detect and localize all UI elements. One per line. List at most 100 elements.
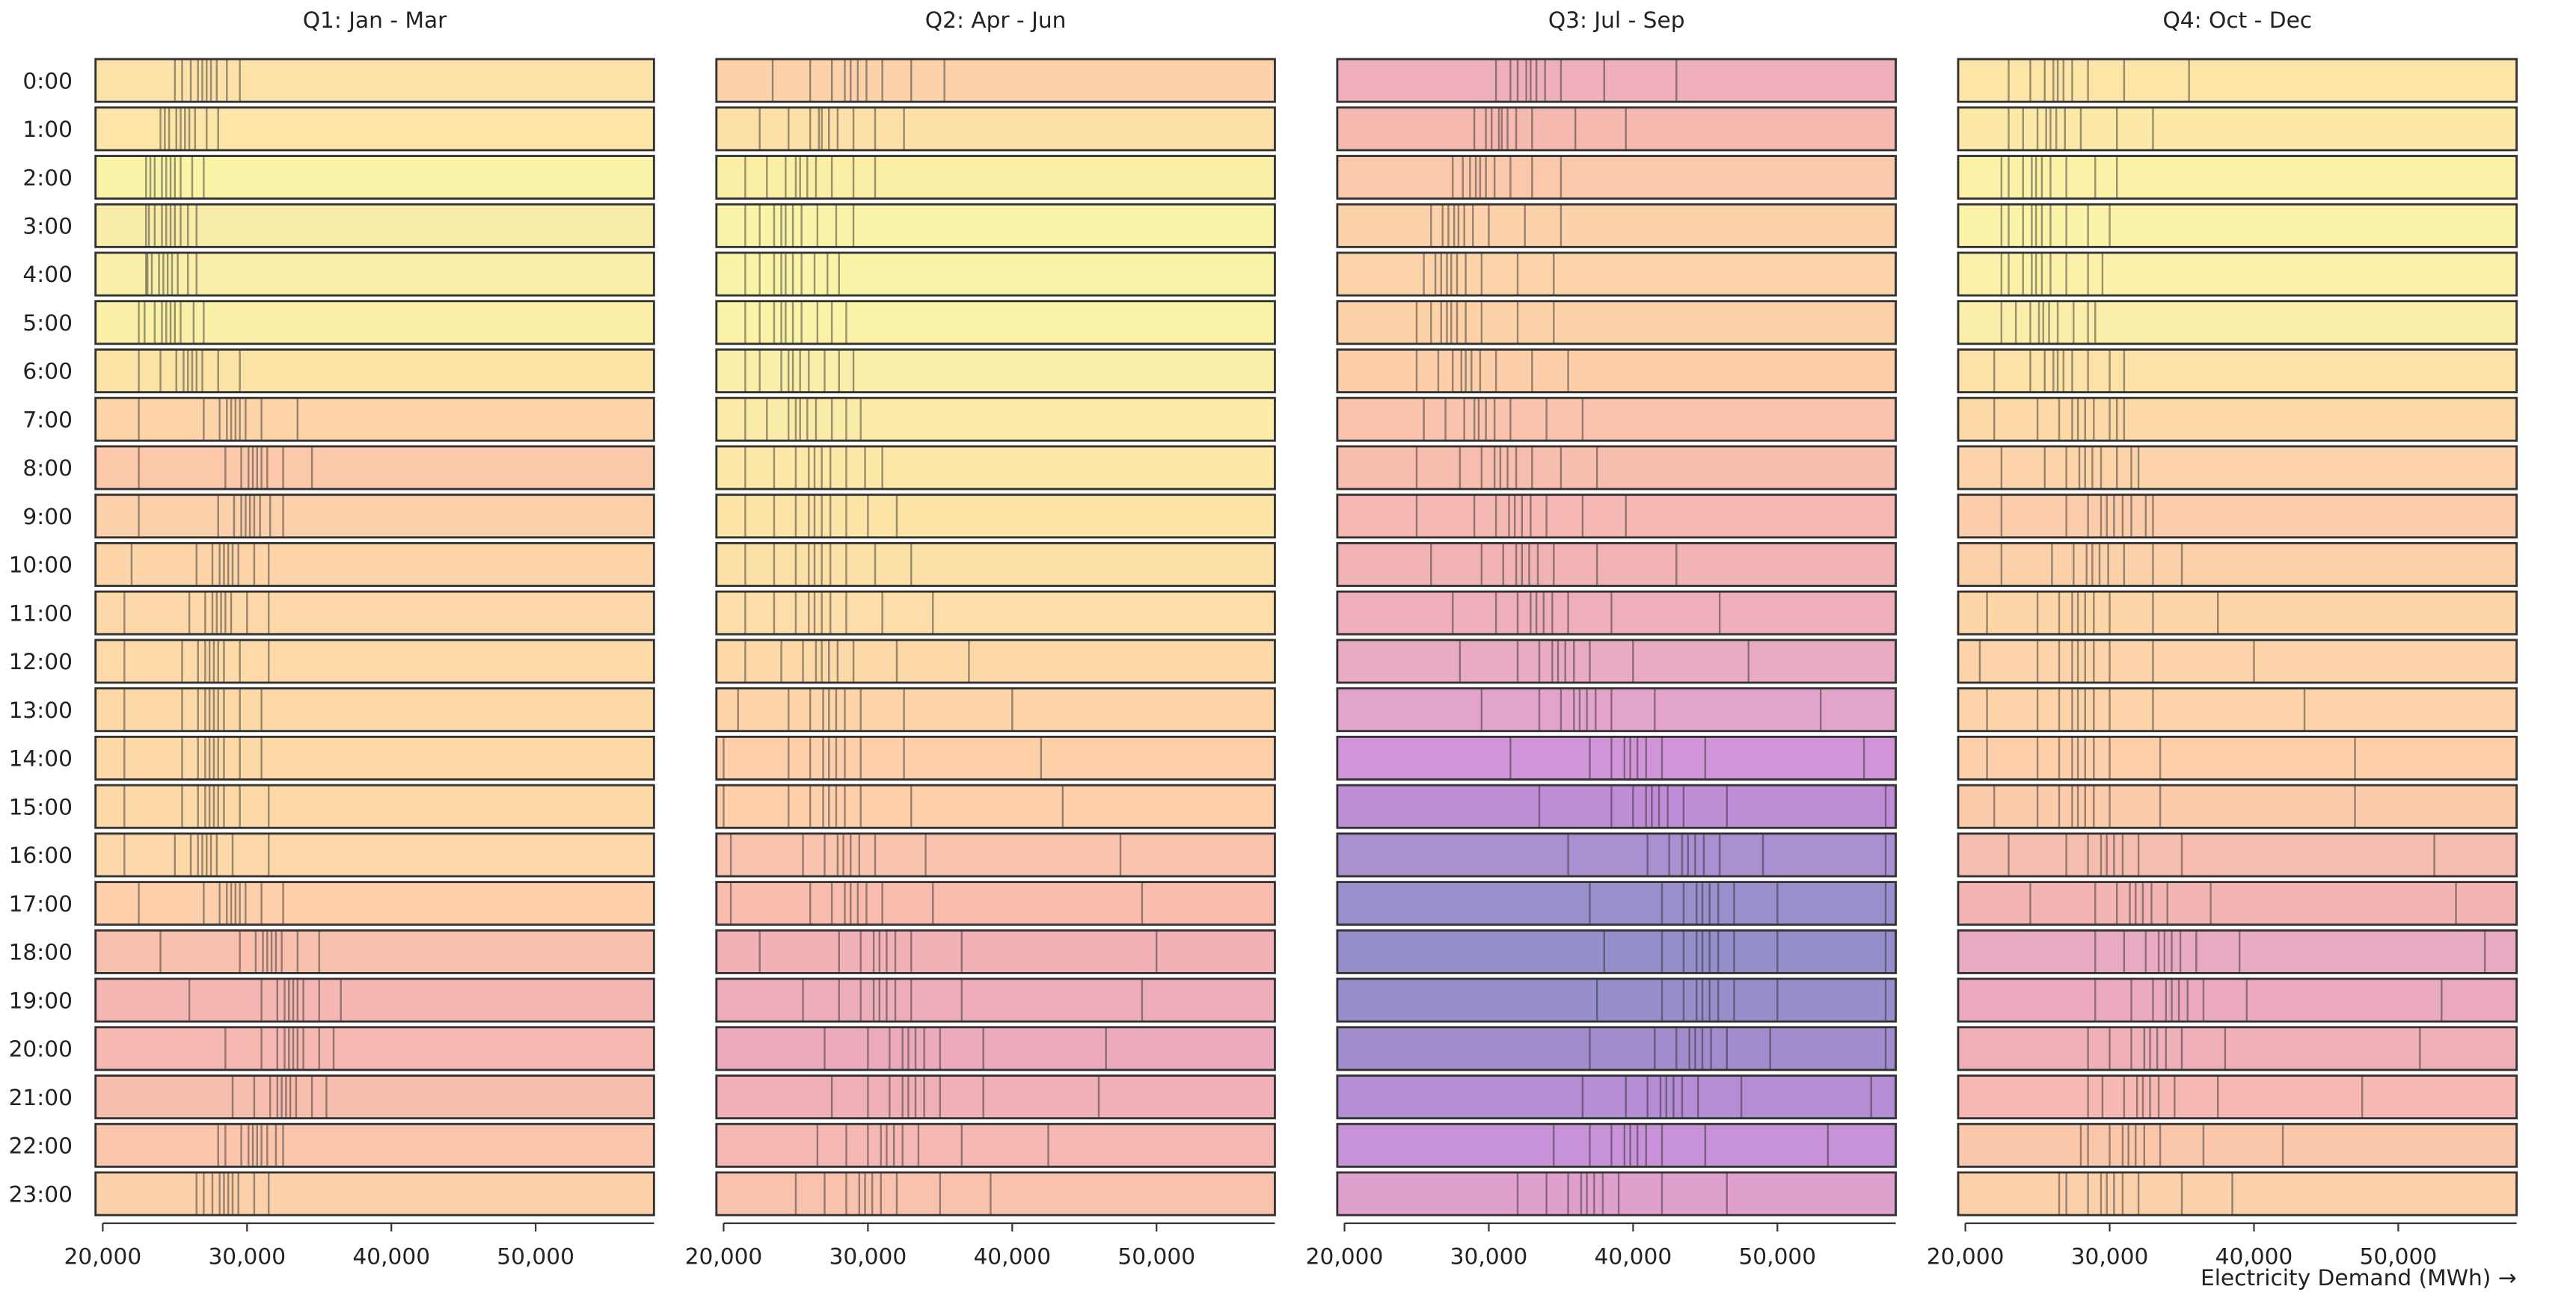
row-background xyxy=(1337,494,1896,538)
x-tick-label: 40,000 xyxy=(352,1243,430,1270)
row-background xyxy=(1957,349,2517,393)
row-border xyxy=(1957,251,2518,297)
row-border xyxy=(1336,251,1897,297)
row-label: 1:00 xyxy=(22,116,73,142)
row-background xyxy=(716,1027,1275,1070)
row-background xyxy=(1337,833,1896,876)
row-border xyxy=(1336,735,1897,781)
row-background xyxy=(1957,107,2517,150)
row-background xyxy=(1337,930,1896,974)
row-label: 22:00 xyxy=(9,1133,73,1159)
row-label: 2:00 xyxy=(22,164,73,191)
row-label: 9:00 xyxy=(22,503,73,529)
row-background xyxy=(1957,1075,2517,1119)
row-border xyxy=(94,639,655,684)
row-background xyxy=(1337,156,1896,199)
row-background xyxy=(95,979,654,1022)
row-background xyxy=(716,107,1275,150)
row-border xyxy=(1336,1171,1897,1217)
row-border xyxy=(1957,832,2518,878)
row-border xyxy=(94,832,655,878)
row-border xyxy=(715,687,1276,733)
row-border xyxy=(1957,639,2518,684)
row-border xyxy=(1336,590,1897,636)
row-border xyxy=(1957,58,2518,103)
row-border xyxy=(94,542,655,587)
panel-title: Q2: Apr - Jun xyxy=(925,7,1067,33)
row-border xyxy=(1336,396,1897,442)
row-background xyxy=(716,543,1275,586)
row-border xyxy=(715,155,1276,200)
panel: Q3: Jul - Sep 20,000 30,000 40,000 50,000 xyxy=(1306,7,1897,1270)
row-background xyxy=(1957,204,2517,247)
row-background xyxy=(716,446,1275,490)
row-border xyxy=(715,58,1276,103)
row-label: 0:00 xyxy=(22,67,73,93)
row-background xyxy=(1337,736,1896,780)
row-background xyxy=(1337,1075,1896,1119)
row-background xyxy=(95,639,654,683)
x-tick-label: 20,000 xyxy=(1927,1243,2005,1270)
row-background xyxy=(95,253,654,296)
row-background xyxy=(1957,1027,2517,1070)
row-label: 7:00 xyxy=(22,406,73,432)
row-background xyxy=(1957,591,2517,635)
row-border xyxy=(94,1026,655,1071)
row-border xyxy=(94,300,655,345)
row-label: 10:00 xyxy=(9,552,73,578)
x-tick-label: 20,000 xyxy=(64,1243,142,1270)
row-border xyxy=(94,348,655,394)
row-background xyxy=(1957,253,2517,296)
row-label: 8:00 xyxy=(22,455,73,481)
row-border xyxy=(715,1122,1276,1168)
row-background xyxy=(1957,639,2517,683)
row-background xyxy=(1337,446,1896,490)
row-background xyxy=(1337,785,1896,828)
row-background xyxy=(95,59,654,102)
x-tick-label: 30,000 xyxy=(2071,1243,2149,1270)
row-label: 13:00 xyxy=(9,697,73,723)
row-label: 14:00 xyxy=(9,745,73,772)
row-border xyxy=(715,881,1276,926)
row-border xyxy=(715,1026,1276,1071)
row-background xyxy=(716,882,1275,925)
row-border xyxy=(1957,1122,2518,1168)
x-tick-label: 20,000 xyxy=(685,1243,763,1270)
row-background xyxy=(1337,882,1896,925)
x-tick-label: 50,000 xyxy=(1738,1243,1816,1270)
row-background xyxy=(95,688,654,731)
row-border xyxy=(1336,155,1897,200)
row-background xyxy=(1337,253,1896,296)
row-label: 17:00 xyxy=(9,891,73,917)
row-border xyxy=(1957,784,2518,829)
row-background xyxy=(716,736,1275,780)
row-border xyxy=(1336,493,1897,539)
row-background xyxy=(1337,688,1896,731)
row-background xyxy=(1337,349,1896,393)
row-background xyxy=(716,785,1275,828)
row-background xyxy=(95,1172,654,1216)
row-border xyxy=(1957,106,2518,152)
row-border xyxy=(715,590,1276,636)
row-background xyxy=(1337,1172,1896,1216)
row-border xyxy=(715,203,1276,248)
row-border xyxy=(715,106,1276,152)
row-background xyxy=(1957,1124,2517,1167)
row-background xyxy=(1957,398,2517,441)
row-border xyxy=(1336,1122,1897,1168)
row-border xyxy=(1336,687,1897,733)
row-border xyxy=(1957,881,2518,926)
row-label: 6:00 xyxy=(22,358,73,384)
row-label: 11:00 xyxy=(9,600,73,626)
x-tick-label: 30,000 xyxy=(1450,1243,1528,1270)
panel-title: Q3: Jul - Sep xyxy=(1548,7,1685,33)
row-label: 15:00 xyxy=(9,793,73,819)
row-border xyxy=(94,784,655,829)
x-tick-label: 40,000 xyxy=(973,1243,1051,1270)
row-background xyxy=(1957,59,2517,102)
row-background xyxy=(716,253,1275,296)
row-border xyxy=(715,639,1276,684)
row-border xyxy=(715,735,1276,781)
row-border xyxy=(94,251,655,297)
row-background xyxy=(1337,543,1896,586)
